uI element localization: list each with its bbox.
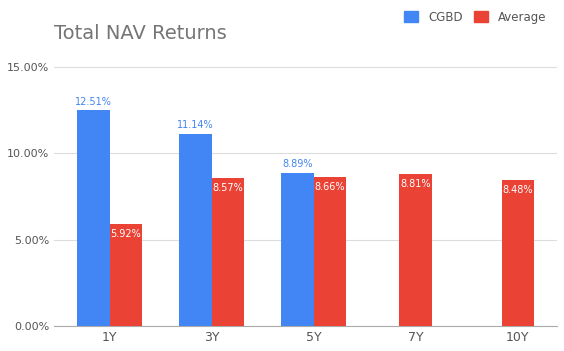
Text: 8.66%: 8.66% (315, 182, 345, 192)
Legend: CGBD, Average: CGBD, Average (399, 6, 551, 28)
Bar (281, 173, 314, 326)
Text: Total NAV Returns: Total NAV Returns (54, 24, 227, 42)
Text: 8.89%: 8.89% (282, 159, 312, 169)
Text: 5.92%: 5.92% (111, 229, 142, 239)
Text: 8.81%: 8.81% (400, 179, 431, 189)
Bar (399, 174, 432, 326)
Bar (314, 177, 346, 326)
Bar (212, 178, 244, 326)
Bar (77, 110, 109, 326)
Bar (109, 224, 142, 326)
Text: 12.51%: 12.51% (75, 97, 112, 107)
Text: 8.48%: 8.48% (503, 185, 533, 195)
Text: 8.57%: 8.57% (213, 183, 243, 193)
Bar (501, 180, 534, 326)
Bar (179, 134, 212, 326)
Text: 11.14%: 11.14% (177, 120, 214, 130)
